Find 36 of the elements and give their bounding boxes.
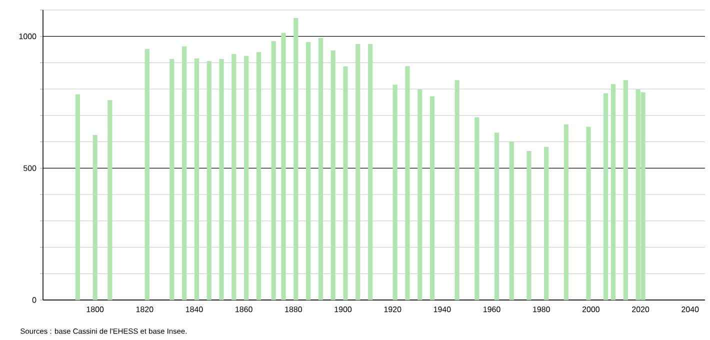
bar [182, 46, 187, 300]
bar [418, 89, 422, 300]
bar [610, 84, 616, 300]
bar [256, 52, 262, 300]
bar [306, 42, 311, 300]
bar [454, 80, 460, 300]
bar [219, 59, 224, 300]
bar [604, 93, 608, 300]
bar [564, 124, 568, 300]
bar [232, 54, 236, 300]
bar [206, 61, 212, 300]
bar [194, 58, 200, 300]
bar [271, 41, 276, 300]
bar [92, 134, 98, 300]
bar [623, 80, 628, 300]
bar [586, 126, 591, 300]
bar [75, 94, 80, 300]
bar [526, 151, 532, 300]
bar [392, 84, 398, 300]
bar [244, 56, 249, 300]
bar [281, 32, 286, 300]
bar [368, 44, 373, 300]
bar [356, 44, 360, 300]
bar [108, 100, 112, 300]
bar [544, 146, 549, 300]
bar [405, 66, 410, 300]
bar [294, 18, 298, 300]
bar [343, 66, 348, 300]
bar [430, 96, 435, 300]
bar [170, 59, 174, 300]
bar [494, 132, 500, 300]
bar [509, 142, 514, 300]
bar [318, 38, 323, 300]
bar [474, 117, 480, 300]
bar [330, 50, 336, 300]
bar [144, 49, 150, 300]
